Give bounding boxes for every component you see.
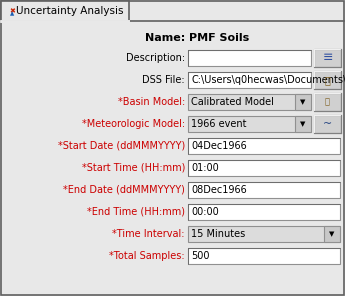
Text: 00:00: 00:00	[191, 207, 219, 217]
Text: *Start Time (HH:mm): *Start Time (HH:mm)	[82, 163, 185, 173]
Bar	[295, 116, 311, 132]
Text: ▼: ▼	[329, 231, 335, 237]
Text: *Start Date (ddMMMYYYY): *Start Date (ddMMMYYYY)	[58, 141, 185, 151]
Bar	[314, 71, 341, 89]
Text: Description:: Description:	[126, 53, 185, 63]
Text: Name:: Name:	[145, 33, 185, 43]
Bar	[188, 182, 340, 198]
Text: 500: 500	[191, 251, 209, 261]
Text: ✖: ✖	[9, 8, 15, 14]
Text: 🔎: 🔎	[325, 97, 330, 107]
Bar	[188, 138, 340, 154]
Bar	[188, 248, 340, 264]
Bar	[188, 226, 340, 242]
Text: ~: ~	[323, 119, 332, 129]
Text: 📂: 📂	[325, 75, 331, 85]
Text: 1966 event: 1966 event	[191, 119, 246, 129]
Text: *End Time (HH:mm): *End Time (HH:mm)	[87, 207, 185, 217]
Text: C:\Users\q0hecwas\Documents\Prc: C:\Users\q0hecwas\Documents\Prc	[191, 75, 345, 85]
Bar	[314, 115, 341, 133]
Text: 01:00: 01:00	[191, 163, 219, 173]
Bar	[188, 160, 340, 176]
Text: 04Dec1966: 04Dec1966	[191, 141, 247, 151]
Text: ▼: ▼	[300, 121, 306, 127]
Text: Calibrated Model: Calibrated Model	[191, 97, 274, 107]
Bar	[188, 204, 340, 220]
Text: Uncertainty Analysis: Uncertainty Analysis	[16, 6, 124, 16]
Bar	[314, 49, 341, 67]
Text: 08Dec1966: 08Dec1966	[191, 185, 247, 195]
Bar	[188, 72, 311, 88]
Text: 15 Minutes: 15 Minutes	[191, 229, 245, 239]
Text: *End Date (ddMMMYYYY): *End Date (ddMMMYYYY)	[63, 185, 185, 195]
Text: ▼: ▼	[300, 99, 306, 105]
Text: PMF Soils: PMF Soils	[189, 33, 249, 43]
Text: *Basin Model:: *Basin Model:	[118, 97, 185, 107]
Bar	[188, 50, 311, 66]
Bar	[314, 93, 341, 111]
Text: DSS File:: DSS File:	[142, 75, 185, 85]
Text: *Meteorologic Model:: *Meteorologic Model:	[82, 119, 185, 129]
Bar	[188, 94, 311, 110]
Text: *Total Samples:: *Total Samples:	[109, 251, 185, 261]
Bar	[188, 116, 311, 132]
Bar	[1, 1, 129, 21]
Text: ≡: ≡	[322, 52, 333, 65]
Text: *Time Interval:: *Time Interval:	[112, 229, 185, 239]
Bar	[324, 226, 340, 242]
Text: ▲: ▲	[10, 12, 14, 17]
Bar	[295, 94, 311, 110]
